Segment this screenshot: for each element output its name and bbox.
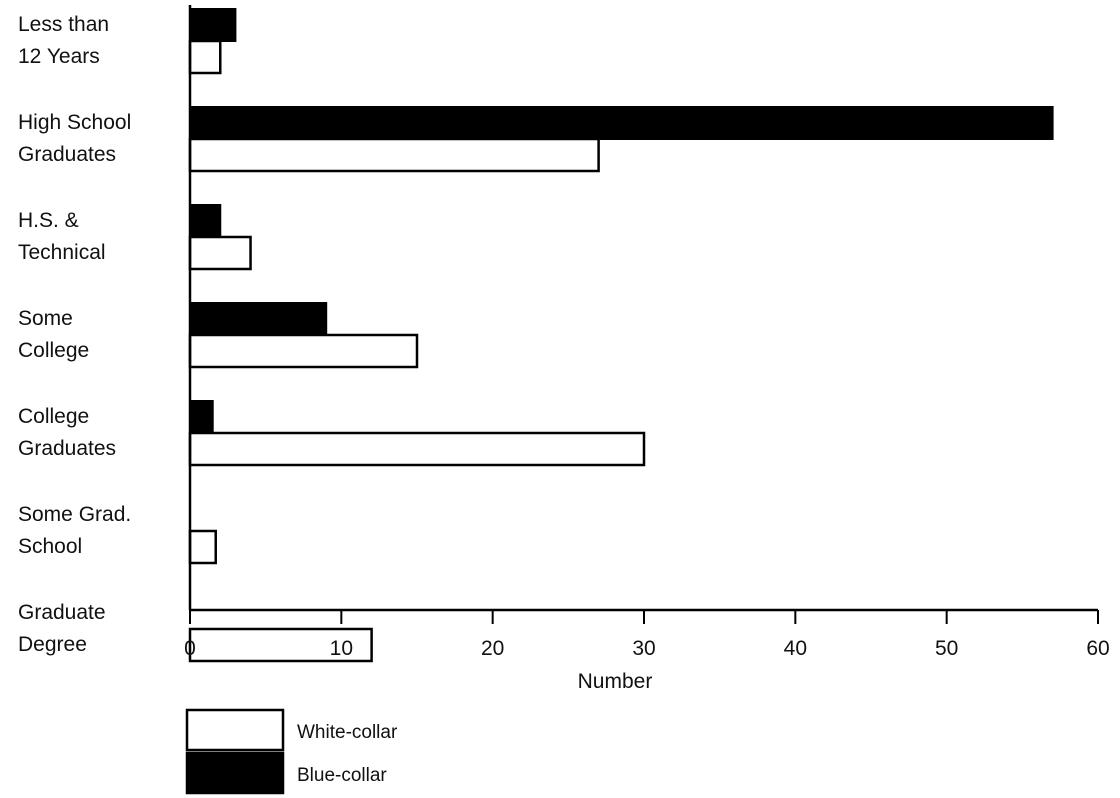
bar-blue-collar-0 xyxy=(189,8,237,42)
x-tick-label-10: 10 xyxy=(330,637,353,660)
bar-white-collar-2 xyxy=(188,235,252,271)
bars-layer xyxy=(188,8,1054,663)
category-label-line: 12 Years xyxy=(18,45,100,68)
category-label-line: H.S. & xyxy=(18,209,79,232)
bar-blue-collar-4 xyxy=(189,400,214,434)
category-label-1: High School Graduates xyxy=(18,111,131,166)
category-label-3: Some College xyxy=(18,307,89,362)
x-tick-label-50: 50 xyxy=(935,637,958,660)
bar-blue-collar-3 xyxy=(189,302,328,336)
x-axis-title: Number xyxy=(578,670,653,693)
bar-white-collar-1 xyxy=(188,137,600,173)
category-label-line: College xyxy=(18,405,89,428)
category-label-5: Some Grad. School xyxy=(18,503,131,558)
x-tick-label-40: 40 xyxy=(784,637,807,660)
bar-blue-collar-1 xyxy=(189,106,1054,140)
category-label-line: College xyxy=(18,339,89,362)
category-label-line: Less than xyxy=(18,13,109,36)
bar-white-collar-4 xyxy=(188,431,646,467)
legend-label-blue-collar: Blue-collar xyxy=(297,765,387,786)
x-tick-label-20: 20 xyxy=(481,637,504,660)
category-label-2: H.S. & Technical xyxy=(18,209,106,264)
bar-white-collar-5 xyxy=(188,529,217,565)
bar-blue-collar-2 xyxy=(189,204,222,238)
category-label-line: Graduate xyxy=(18,601,106,624)
bar-white-collar-3 xyxy=(188,333,419,369)
legend: White-collar Blue-collar xyxy=(185,708,398,795)
category-label-line: Some xyxy=(18,307,73,330)
legend-swatch-blue-collar xyxy=(185,751,285,795)
category-label-line: Technical xyxy=(18,241,106,264)
x-ticks: 0 10 20 30 40 50 60 xyxy=(184,610,1110,660)
bar-white-collar-6 xyxy=(188,627,373,663)
category-label-4: College Graduates xyxy=(18,405,116,460)
category-label-line: School xyxy=(18,535,82,558)
category-label-line: Graduates xyxy=(18,143,116,166)
category-label-line: Degree xyxy=(18,633,87,656)
category-label-line: Graduates xyxy=(18,437,116,460)
x-tick-label-0: 0 xyxy=(184,637,196,660)
x-tick-label-60: 60 xyxy=(1086,637,1109,660)
legend-label-white-collar: White-collar xyxy=(297,722,398,743)
category-label-line: Some Grad. xyxy=(18,503,131,526)
legend-swatch-white-collar xyxy=(185,708,285,752)
category-labels: Less than 12 Years High School Graduates H.S… xyxy=(18,13,131,656)
category-label-line: High School xyxy=(18,111,131,134)
x-tick-label-30: 30 xyxy=(632,637,655,660)
category-label-6: Graduate Degree xyxy=(18,601,106,656)
bar-white-collar-0 xyxy=(188,39,222,75)
category-label-0: Less than 12 Years xyxy=(18,13,109,68)
